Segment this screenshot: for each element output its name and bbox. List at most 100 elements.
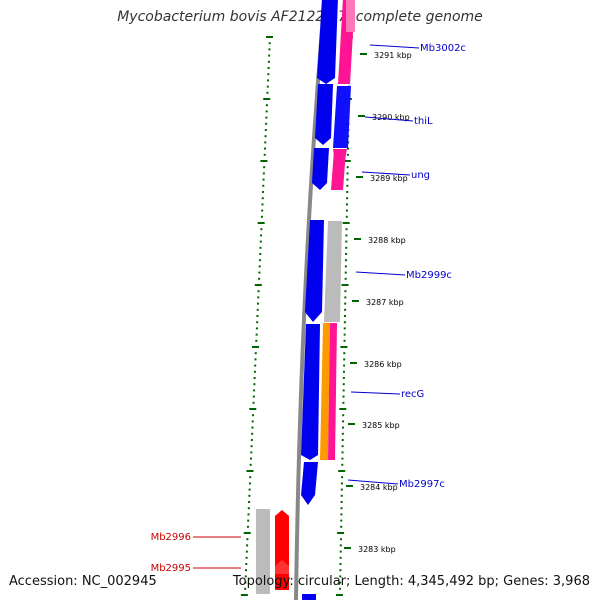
tick-mark [258,271,261,274]
tick-mark [264,135,267,138]
gene-label[interactable]: thiL [414,116,433,127]
tick-mark [340,346,348,348]
gene-label[interactable]: recG [401,389,424,400]
tick-mark [342,401,345,404]
gene-label[interactable]: Mb2999c [406,270,452,281]
tick-mark [253,377,256,379]
tick-mark [262,184,265,187]
tick-mark [261,209,264,212]
tick-mark [343,315,346,317]
tick-mark [345,246,348,249]
kbp-tick [350,362,357,364]
cds-block[interactable] [317,0,338,84]
gene-leader-line [364,116,414,122]
kbp-scale: 3291 kbp 3290 kbp 3289 kbp 3288 kbp 3287 kbp… [344,51,412,554]
tick-mark [342,414,345,417]
tick-mark [340,494,343,497]
tick-mark [268,48,271,51]
tick-mark [344,277,347,280]
tick-mark [265,110,268,113]
tick-mark [339,550,342,553]
tick-mark [257,222,265,224]
cds-block[interactable] [302,594,316,600]
tick-mark [345,234,348,237]
kbp-tick [348,423,355,425]
tick-mark [245,569,248,572]
tick-mark [339,544,342,547]
cds-block[interactable] [275,560,289,574]
tick-mark [346,166,349,169]
gene-label[interactable]: Mb2996 [151,532,191,543]
tick-mark [253,383,256,386]
tick-mark [246,538,249,541]
kbp-label: 3285 kbp [362,421,400,430]
tick-mark [335,594,343,596]
gene-leader-line [350,391,401,395]
tick-mark [341,439,344,441]
feature-block[interactable] [324,221,342,322]
tick-mark [344,265,347,268]
tick-mark [256,308,259,311]
tick-mark [245,563,248,565]
kbp-tick [352,300,359,302]
map-title: Mycobacterium bovis AF2122/97, complete … [117,9,483,25]
tick-mark [258,265,261,268]
cds-block[interactable] [301,324,320,460]
tick-mark [342,383,345,386]
tick-mark [250,457,253,460]
cds-block[interactable] [301,462,318,505]
tick-mark [261,203,264,206]
tick-mark [342,395,345,398]
cds-block[interactable] [312,148,329,190]
tick-mark [265,122,268,125]
tick-mark [267,79,270,82]
tick-mark [244,581,247,584]
feature-block[interactable] [331,150,346,190]
feature-block[interactable] [328,323,337,460]
tick-mark [267,67,270,69]
kbp-label: 3289 kbp [370,174,408,183]
tick-mark [341,457,344,460]
tick-mark [259,240,262,243]
tick-mark [240,594,248,596]
kbp-tick [346,485,353,487]
tick-mark [345,209,348,212]
tick-mark [341,463,344,466]
tick-mark [254,284,262,286]
kbp-tick [358,115,365,117]
cds-block[interactable] [305,220,324,322]
tick-mark [340,488,343,491]
tick-mark [262,178,265,181]
tick-mark [344,259,347,262]
feature-block[interactable] [256,509,270,594]
feature-block[interactable] [346,0,355,32]
tick-mark [344,296,347,299]
tick-mark [253,370,256,373]
tick-mark [258,259,261,262]
tick-mark [341,445,344,448]
gene-label[interactable]: Mb2995 [151,563,191,574]
tick-mark [346,197,349,200]
cds-block[interactable] [315,84,333,145]
gene-label[interactable]: Mb3002c [420,43,466,54]
tick-mark [260,234,263,237]
gene-leader-line [347,479,399,485]
tick-mark [260,228,263,231]
tick-mark [340,525,343,528]
feature-block[interactable] [320,323,330,460]
tick-mark [342,389,345,392]
genome-backbone [294,29,324,600]
gene-label[interactable]: ung [411,170,430,181]
tick-mark [342,377,345,379]
tick-mark [254,364,257,367]
outer-feature-track [320,0,355,460]
feature-block[interactable] [333,86,351,148]
tick-mark [244,587,247,590]
tick-mark [339,556,342,559]
kbp-label: 3291 kbp [374,51,412,60]
kbp-label: 3284 kbp [360,483,398,492]
tick-mark [342,370,345,373]
tick-mark [340,501,343,503]
gene-label[interactable]: Mb2997c [399,479,445,490]
